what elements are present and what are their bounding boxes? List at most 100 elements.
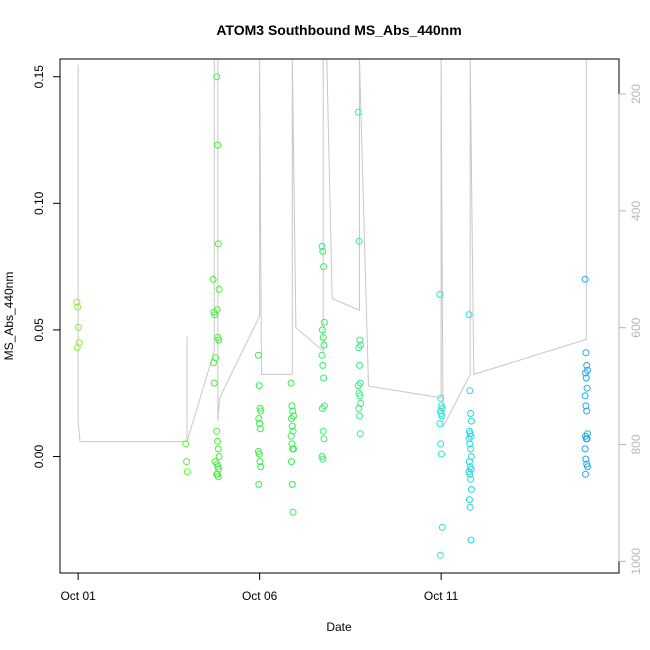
data-point xyxy=(320,341,328,349)
y-tick-label: 0.10 xyxy=(32,191,46,215)
data-point xyxy=(467,536,475,544)
data-point xyxy=(436,420,444,428)
data-point xyxy=(437,394,445,402)
data-point xyxy=(288,458,295,466)
x-tick-label: Oct 11 xyxy=(424,589,459,603)
secondary-y-tick-label: 800 xyxy=(629,434,643,454)
data-point xyxy=(183,458,191,466)
y-tick-label: 0.05 xyxy=(32,318,46,342)
data-point xyxy=(255,382,263,390)
data-point xyxy=(213,427,221,435)
x-axis-label: Date xyxy=(326,620,352,634)
data-point xyxy=(214,473,222,481)
y-axis: 0.00 0.05 0.10 0.15 xyxy=(32,65,61,469)
data-point xyxy=(466,387,474,395)
data-point xyxy=(467,417,475,425)
plot-frame xyxy=(59,58,620,574)
data-point xyxy=(215,336,223,344)
data-point xyxy=(254,351,262,359)
data-point xyxy=(465,435,473,443)
x-axis: Oct 01 Oct 06 Oct 11 xyxy=(60,572,459,603)
data-point xyxy=(582,402,590,410)
chart-title: ATOM3 Southbound MS_Abs_440nm xyxy=(216,22,461,38)
data-point xyxy=(256,420,264,428)
data-point xyxy=(356,336,364,344)
data-point xyxy=(214,437,221,445)
data-point xyxy=(437,440,445,448)
data-point xyxy=(438,523,446,531)
data-point xyxy=(354,382,362,390)
data-point xyxy=(581,445,589,453)
data-point xyxy=(582,349,590,357)
data-point xyxy=(356,361,363,369)
x-tick-label: Oct 01 xyxy=(60,589,96,603)
y-axis-label: MS_Abs_440nm xyxy=(2,272,16,361)
data-point xyxy=(356,430,364,438)
data-point xyxy=(355,404,363,412)
data-point xyxy=(213,306,221,314)
data-point xyxy=(318,404,326,412)
data-point xyxy=(320,374,328,382)
data-point xyxy=(581,392,589,400)
data-point xyxy=(583,407,591,415)
data-point xyxy=(214,141,221,149)
data-point xyxy=(213,73,221,81)
data-point xyxy=(583,384,591,392)
data-point xyxy=(209,275,217,283)
data-point xyxy=(356,412,363,420)
data-point xyxy=(255,480,263,488)
y-tick-label: 0.00 xyxy=(32,445,46,469)
data-point xyxy=(75,323,82,331)
data-point xyxy=(319,247,327,255)
data-point xyxy=(255,415,263,422)
data-point xyxy=(466,470,474,478)
data-point xyxy=(354,108,362,116)
data-point xyxy=(436,291,444,298)
data-point xyxy=(318,351,326,359)
data-point xyxy=(319,455,327,463)
data-point xyxy=(438,412,446,420)
data-point xyxy=(318,326,326,334)
data-point xyxy=(182,440,190,448)
secondary-y-axis: 200 400 600 800 1000 xyxy=(618,84,643,575)
data-point xyxy=(288,415,295,422)
data-point xyxy=(290,445,297,453)
data-point xyxy=(320,318,328,326)
data-point xyxy=(355,344,363,352)
data-point xyxy=(289,508,297,516)
data-point xyxy=(582,470,589,478)
secondary-y-tick-label: 1000 xyxy=(629,548,643,575)
data-point xyxy=(73,344,81,352)
data-point xyxy=(257,463,265,471)
data-point xyxy=(583,361,591,369)
secondary-y-tick-label: 600 xyxy=(629,317,643,337)
data-point xyxy=(319,427,327,435)
data-point xyxy=(467,485,475,493)
data-point xyxy=(288,480,296,488)
data-point xyxy=(467,410,475,417)
data-point xyxy=(214,445,222,453)
data-point xyxy=(465,496,473,504)
altitude-track xyxy=(77,58,587,443)
secondary-y-tick-label: 200 xyxy=(629,84,643,104)
data-point xyxy=(257,407,265,415)
data-point xyxy=(183,468,191,476)
data-point xyxy=(320,435,328,443)
data-point xyxy=(74,303,82,311)
data-point xyxy=(584,463,591,471)
data-point xyxy=(210,359,217,367)
data-point xyxy=(583,435,591,443)
data-point xyxy=(255,450,263,458)
data-point xyxy=(581,275,589,283)
data-point xyxy=(288,422,296,430)
data-points xyxy=(73,73,591,559)
data-point xyxy=(288,402,296,410)
data-point xyxy=(356,392,364,400)
data-point xyxy=(287,432,295,440)
data-point xyxy=(319,334,327,341)
data-point xyxy=(355,237,363,245)
data-point xyxy=(582,369,589,377)
y-tick-label: 0.15 xyxy=(32,65,46,89)
data-point xyxy=(287,379,295,387)
